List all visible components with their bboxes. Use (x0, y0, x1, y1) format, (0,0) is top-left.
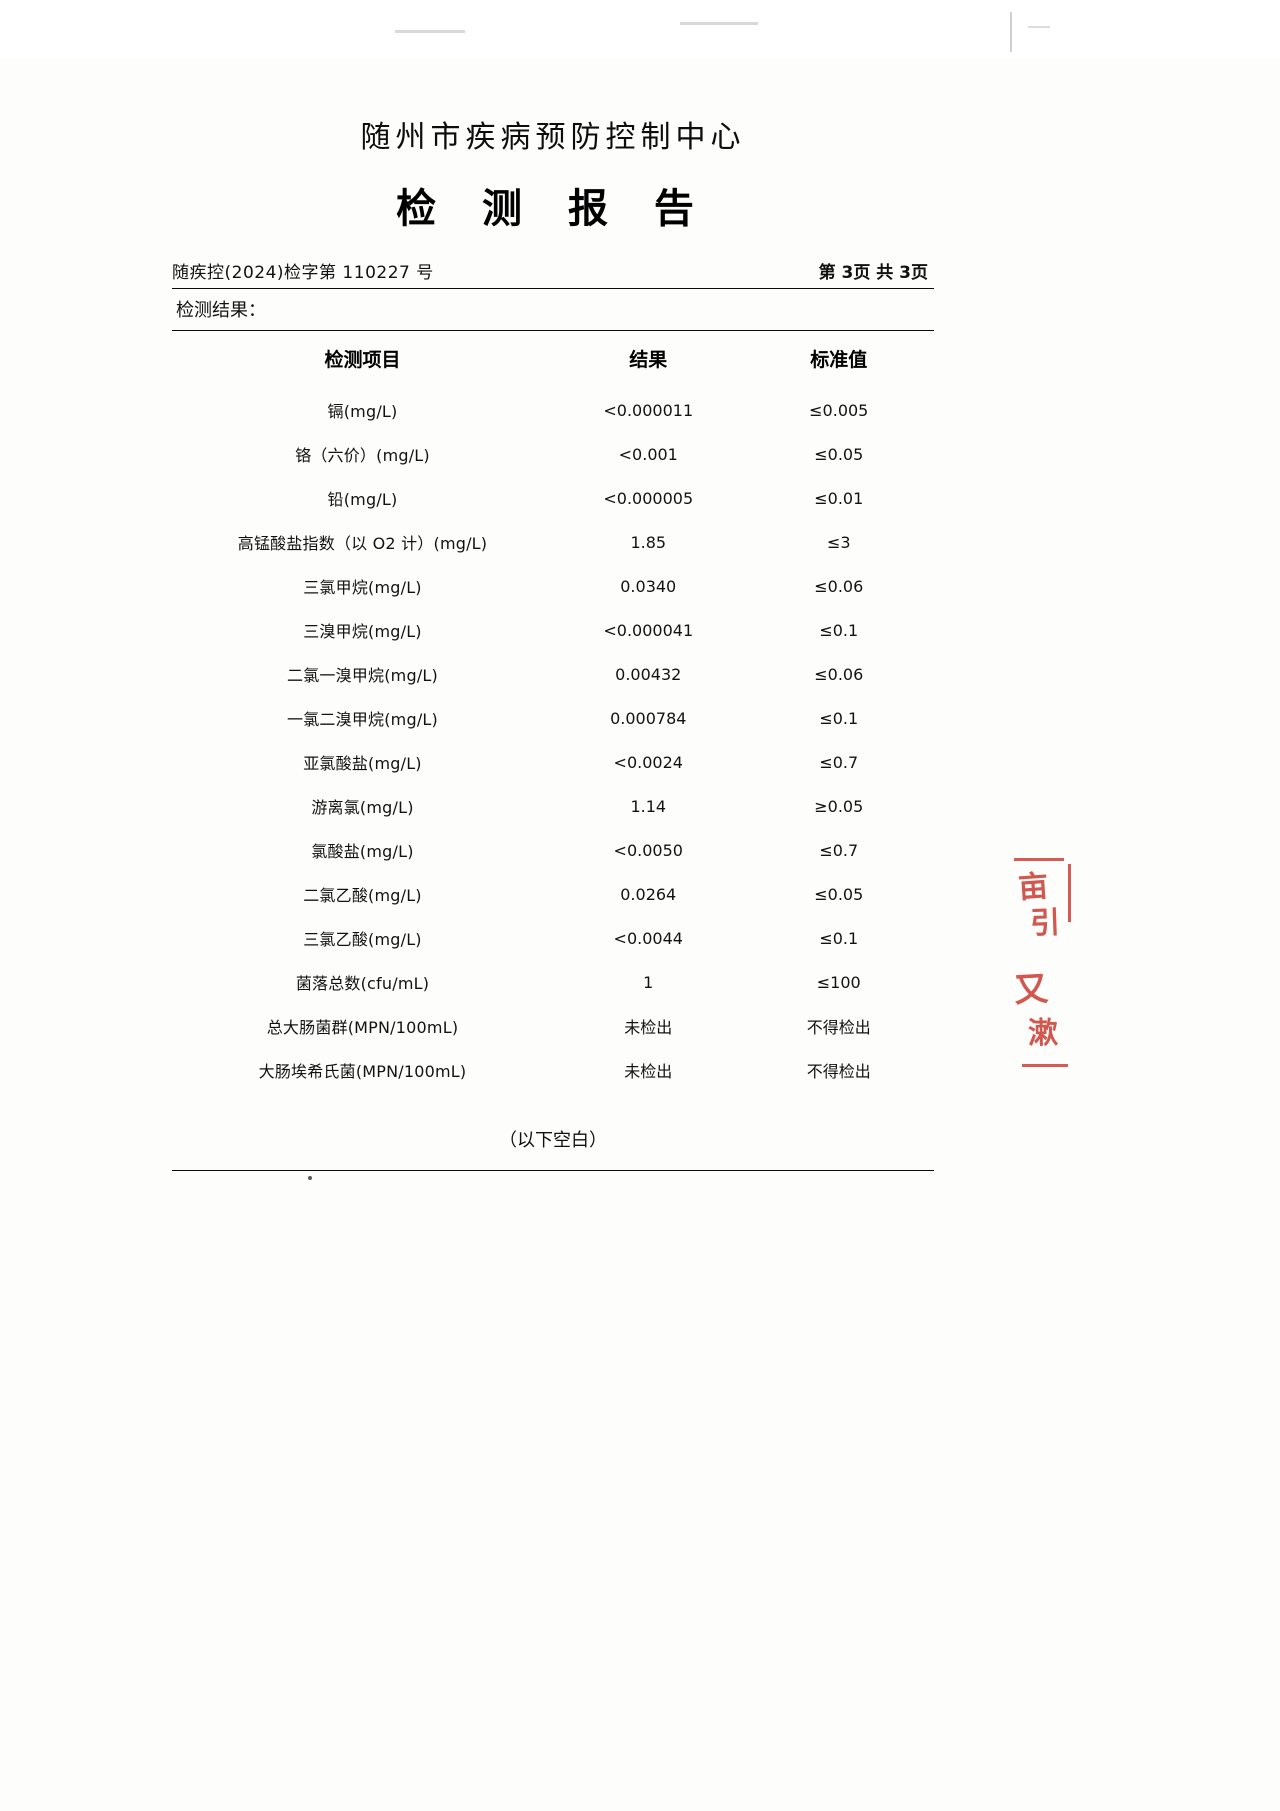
page-indicator: 第 3页 共 3页 (818, 263, 928, 283)
cell-result: 1 (643, 972, 654, 992)
cell-item: 总大肠菌群(MPN/100mL) (266, 1018, 459, 1037)
cell-standard: 不得检出 (806, 1062, 871, 1081)
cell-result: 0.0264 (620, 884, 677, 904)
table-row: 总大肠菌群(MPN/100mL) 未检出 不得检出 (172, 1004, 934, 1048)
cell-item: 铅(mg/L) (327, 490, 398, 509)
document-body: 随州市疾病预防控制中心 检 测 报 告 随疾控(2024)检字第 110227 … (172, 0, 934, 1171)
cell-standard: ≤0.05 (814, 444, 864, 464)
column-header-item: 检测项目 (324, 349, 401, 371)
seal-glyph: 引 (1029, 905, 1061, 942)
blank-below-note: （以下空白） (499, 1130, 607, 1151)
table-row: 铅(mg/L) <0.000005 ≤0.01 (172, 476, 934, 520)
cell-standard: ≥0.05 (814, 796, 864, 816)
table-row: 氯酸盐(mg/L) <0.0050 ≤0.7 (172, 828, 934, 872)
cell-item: 三氯乙酸(mg/L) (303, 930, 422, 949)
cell-result: 0.0340 (620, 576, 677, 596)
column-header-result: 结果 (629, 349, 668, 371)
ink-speck (308, 1176, 312, 1180)
scan-top-edge (0, 0, 1280, 58)
report-meta-row: 随疾控(2024)检字第 110227 号 第 3页 共 3页 (172, 258, 934, 288)
cell-standard: ≤0.05 (814, 884, 864, 904)
cell-standard: ≤0.7 (819, 752, 859, 772)
seal-stroke (1014, 858, 1064, 861)
table-row: 大肠埃希氏菌(MPN/100mL) 未检出 不得检出 (172, 1048, 934, 1092)
cell-item: 铬（六价）(mg/L) (295, 446, 430, 465)
cell-result: <0.0044 (613, 928, 683, 948)
seal-glyph: 漱 (1027, 1015, 1059, 1052)
cell-standard: ≤100 (816, 972, 861, 992)
cell-result: <0.0024 (613, 752, 683, 772)
cell-item: 氯酸盐(mg/L) (311, 842, 414, 861)
table-row: 三氯乙酸(mg/L) <0.0044 ≤0.1 (172, 916, 934, 960)
cell-standard: ≤0.06 (814, 664, 864, 684)
cell-standard: ≤0.1 (819, 928, 859, 948)
seal-stroke (1022, 1064, 1068, 1067)
cell-result: 未检出 (624, 1062, 673, 1081)
cell-result: <0.000011 (603, 400, 694, 420)
cell-result: 未检出 (624, 1018, 673, 1037)
cell-standard: ≤0.7 (819, 840, 859, 860)
divider-bottom (172, 1170, 934, 1171)
cell-result: 1.85 (630, 532, 667, 552)
cell-item: 二氯乙酸(mg/L) (303, 886, 422, 905)
scan-artifact (680, 22, 758, 25)
cell-result: 1.14 (630, 796, 667, 816)
cell-item: 二氯一溴甲烷(mg/L) (287, 666, 438, 685)
report-number: 随疾控(2024)检字第 110227 号 (172, 263, 434, 283)
table-row: 三氯甲烷(mg/L) 0.0340 ≤0.06 (172, 564, 934, 608)
cell-item: 一氯二溴甲烷(mg/L) (287, 710, 438, 729)
cell-result: 0.00432 (615, 664, 682, 684)
cell-standard: 不得检出 (806, 1018, 871, 1037)
table-header-row: 检测项目 结果 标准值 (172, 331, 934, 388)
results-table-body: 镉(mg/L) <0.000011 ≤0.005 铬（六价）(mg/L) <0.… (172, 388, 934, 1092)
cell-standard: ≤3 (826, 532, 851, 552)
table-row: 镉(mg/L) <0.000011 ≤0.005 (172, 388, 934, 432)
cell-item: 大肠埃希氏菌(MPN/100mL) (258, 1062, 467, 1081)
table-row: 游离氯(mg/L) 1.14 ≥0.05 (172, 784, 934, 828)
table-row: 二氯乙酸(mg/L) 0.0264 ≤0.05 (172, 872, 934, 916)
cell-standard: ≤0.01 (814, 488, 864, 508)
organization-name: 随州市疾病预防控制中心 (360, 120, 746, 155)
scan-artifact (395, 30, 465, 33)
table-row: 三溴甲烷(mg/L) <0.000041 ≤0.1 (172, 608, 934, 652)
cell-result: <0.001 (618, 444, 678, 464)
cell-result: 0.000784 (610, 708, 687, 728)
cell-item: 游离氯(mg/L) (311, 798, 414, 817)
scan-artifact (1028, 26, 1050, 28)
cell-standard: ≤0.06 (814, 576, 864, 596)
results-table: 检测项目 结果 标准值 镉(mg/L) <0.000011 ≤0.005 铬（六… (172, 331, 934, 1092)
cell-standard: ≤0.1 (819, 620, 859, 640)
divider-top (172, 288, 934, 289)
cell-item: 三氯甲烷(mg/L) (303, 578, 422, 597)
table-row: 菌落总数(cfu/mL) 1 ≤100 (172, 960, 934, 1004)
scan-artifact (1010, 12, 1012, 52)
table-row: 铬（六价）(mg/L) <0.001 ≤0.05 (172, 432, 934, 476)
cell-result: <0.000041 (603, 620, 694, 640)
cell-result: <0.0050 (613, 840, 683, 860)
cell-standard: ≤0.1 (819, 708, 859, 728)
cell-result: <0.000005 (603, 488, 694, 508)
page-title: 检 测 报 告 (396, 186, 710, 232)
seal-stroke (1068, 864, 1071, 922)
official-seal-stamp: 亩 引 又 漱 (1012, 858, 1078, 1094)
section-label-results: 检测结果： (176, 300, 266, 321)
table-row: 高锰酸盐指数（以 O2 计）(mg/L) 1.85 ≤3 (172, 520, 934, 564)
cell-standard: ≤0.005 (809, 400, 869, 420)
cell-item: 高锰酸盐指数（以 O2 计）(mg/L) (237, 534, 488, 553)
seal-glyph: 又 (1013, 969, 1050, 1011)
cell-item: 菌落总数(cfu/mL) (295, 974, 430, 993)
column-header-standard: 标准值 (810, 349, 868, 371)
cell-item: 镉(mg/L) (327, 402, 398, 421)
table-row: 一氯二溴甲烷(mg/L) 0.000784 ≤0.1 (172, 696, 934, 740)
table-row: 二氯一溴甲烷(mg/L) 0.00432 ≤0.06 (172, 652, 934, 696)
cell-item: 亚氯酸盐(mg/L) (303, 754, 422, 773)
divider-table-top (172, 330, 934, 331)
cell-item: 三溴甲烷(mg/L) (303, 622, 422, 641)
table-row: 亚氯酸盐(mg/L) <0.0024 ≤0.7 (172, 740, 934, 784)
